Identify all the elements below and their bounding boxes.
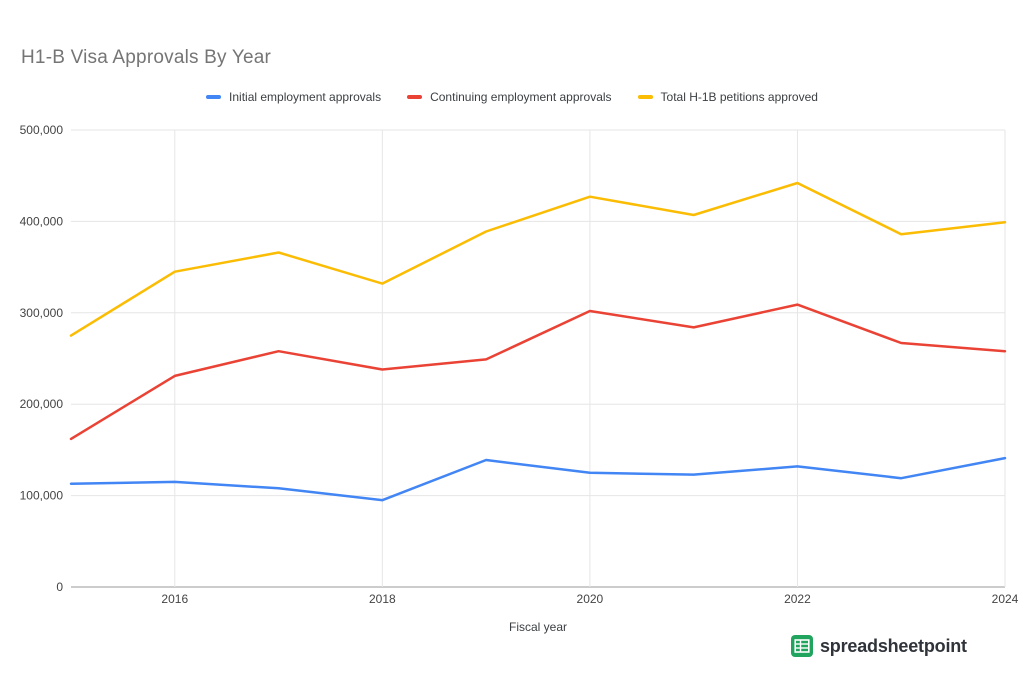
legend-swatch-blue-icon [206,95,222,99]
legend-label: Continuing employment approvals [430,90,612,104]
svg-text:500,000: 500,000 [20,123,64,137]
svg-text:0: 0 [56,580,63,594]
spreadsheet-icon [791,635,813,657]
x-axis-title: Fiscal year [508,620,567,634]
svg-text:2022: 2022 [784,592,811,606]
legend-item-initial: Initial employment approvals [206,90,381,104]
svg-text:2024: 2024 [992,592,1019,606]
legend-swatch-red-icon [407,95,423,99]
legend-item-continuing: Continuing employment approvals [407,90,612,104]
svg-text:2018: 2018 [369,592,396,606]
legend-label: Initial employment approvals [229,90,382,104]
svg-text:2016: 2016 [161,592,188,606]
svg-text:2020: 2020 [577,592,604,606]
svg-text:400,000: 400,000 [20,214,64,228]
chart-legend: Initial employment approvals Continuing … [0,90,1024,104]
svg-text:300,000: 300,000 [20,306,64,320]
svg-text:100,000: 100,000 [20,489,64,503]
brand-logo[interactable]: spreadsheetpoint [791,635,967,657]
chart-title: H1-B Visa Approvals By Year [21,47,272,68]
legend-item-total: Total H-1B petitions approved [637,90,818,104]
legend-swatch-yellow-icon [637,95,653,99]
brand-name: spreadsheetpoint [820,635,967,656]
svg-text:200,000: 200,000 [20,397,64,411]
legend-label: Total H-1B petitions approved [660,90,818,104]
